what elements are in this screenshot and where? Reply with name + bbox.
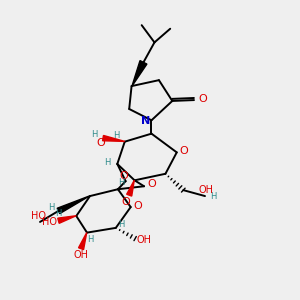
Text: H: H: [118, 178, 124, 187]
Text: O: O: [134, 201, 142, 211]
Text: N: N: [141, 116, 150, 126]
Polygon shape: [127, 180, 134, 196]
Polygon shape: [103, 136, 125, 141]
Polygon shape: [79, 232, 87, 250]
Text: H: H: [118, 220, 124, 230]
Text: OH: OH: [74, 250, 88, 260]
Text: H: H: [87, 235, 93, 244]
Text: O: O: [96, 138, 105, 148]
Text: H: H: [210, 192, 217, 201]
Text: HO: HO: [42, 217, 57, 226]
Text: OH: OH: [136, 235, 152, 245]
Text: O: O: [180, 146, 189, 156]
Polygon shape: [132, 61, 147, 86]
Polygon shape: [58, 216, 76, 223]
Text: HO: HO: [31, 211, 46, 221]
Text: H: H: [55, 209, 61, 218]
Text: O: O: [199, 94, 207, 104]
Text: H: H: [112, 131, 119, 140]
Text: H: H: [48, 203, 54, 212]
Text: OH: OH: [199, 185, 214, 195]
Text: O: O: [120, 171, 128, 181]
Text: H: H: [105, 158, 111, 167]
Text: O: O: [147, 179, 156, 189]
Polygon shape: [57, 196, 90, 214]
Text: O: O: [122, 197, 130, 207]
Text: H: H: [92, 130, 98, 139]
